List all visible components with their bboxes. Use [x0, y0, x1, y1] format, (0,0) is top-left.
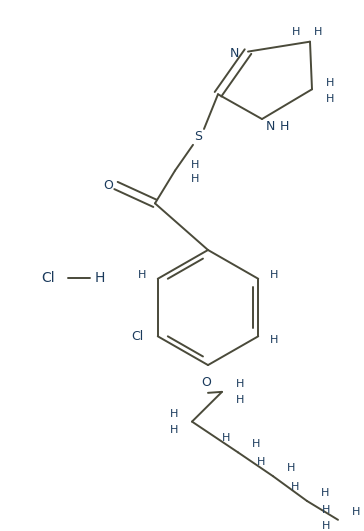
Text: H: H — [252, 440, 260, 449]
Text: H: H — [170, 425, 178, 434]
Text: H: H — [270, 270, 278, 280]
Text: S: S — [194, 131, 202, 143]
Text: Cl: Cl — [41, 271, 55, 285]
Text: H: H — [352, 507, 360, 517]
Text: O: O — [201, 376, 211, 389]
Text: H: H — [95, 271, 105, 285]
Text: H: H — [287, 463, 295, 473]
Text: Cl: Cl — [132, 330, 144, 343]
Text: H: H — [292, 27, 300, 37]
Text: H: H — [191, 174, 199, 184]
Text: H: H — [279, 121, 289, 133]
Text: H: H — [322, 521, 330, 531]
Text: H: H — [326, 94, 334, 104]
Text: H: H — [326, 79, 334, 88]
Text: H: H — [191, 160, 199, 170]
Text: H: H — [236, 379, 244, 389]
Text: O: O — [103, 179, 113, 192]
Text: H: H — [236, 395, 244, 405]
Text: H: H — [322, 505, 330, 515]
Text: N: N — [265, 121, 275, 133]
Text: H: H — [270, 335, 278, 345]
Text: H: H — [257, 457, 265, 467]
Text: H: H — [321, 488, 329, 498]
Text: N: N — [229, 47, 239, 60]
Text: H: H — [138, 270, 146, 280]
Text: H: H — [170, 409, 178, 418]
Text: H: H — [291, 482, 299, 492]
Text: H: H — [222, 433, 230, 443]
Text: H: H — [314, 27, 322, 37]
